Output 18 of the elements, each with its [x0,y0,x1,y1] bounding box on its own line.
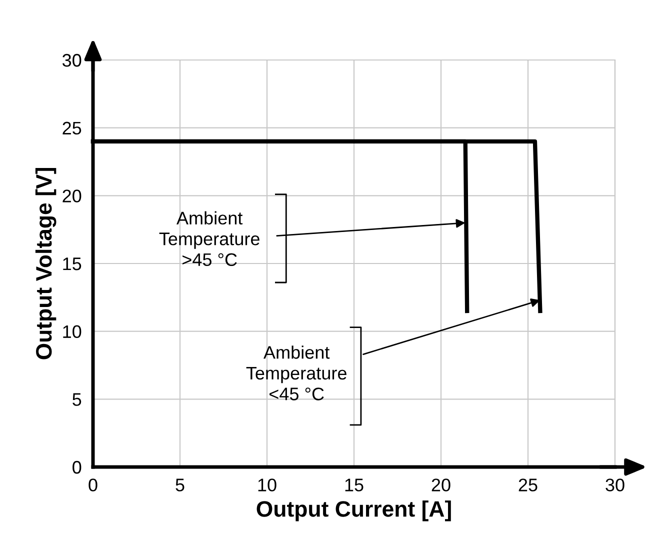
y-tick-label: 30 [62,54,82,67]
x-tick-label: 15 [345,478,364,492]
y-tick-label: 15 [63,258,82,270]
annotation: Ambient Temperature >45 °C [159,211,260,266]
annotation: Ambient Temperature <45 °C [246,346,346,400]
x-tick-label: 20 [432,478,450,492]
y-tick-label: 10 [63,325,82,338]
x-axis-title: Output Current [A] [256,500,451,522]
x-tick-label: 10 [258,478,276,492]
y-tick-label: 0 [72,460,82,474]
x-tick-label: 0 [88,478,98,492]
x-tick-label: 5 [176,478,184,492]
x-tick-label: 25 [518,478,538,492]
y-tick-label: 5 [72,393,82,406]
x-tick-label: 30 [606,478,624,492]
y-axis-title: Output Voltage [V] [35,168,56,360]
y-tick-label: 25 [62,122,82,135]
y-tick-label: 20 [62,190,82,202]
